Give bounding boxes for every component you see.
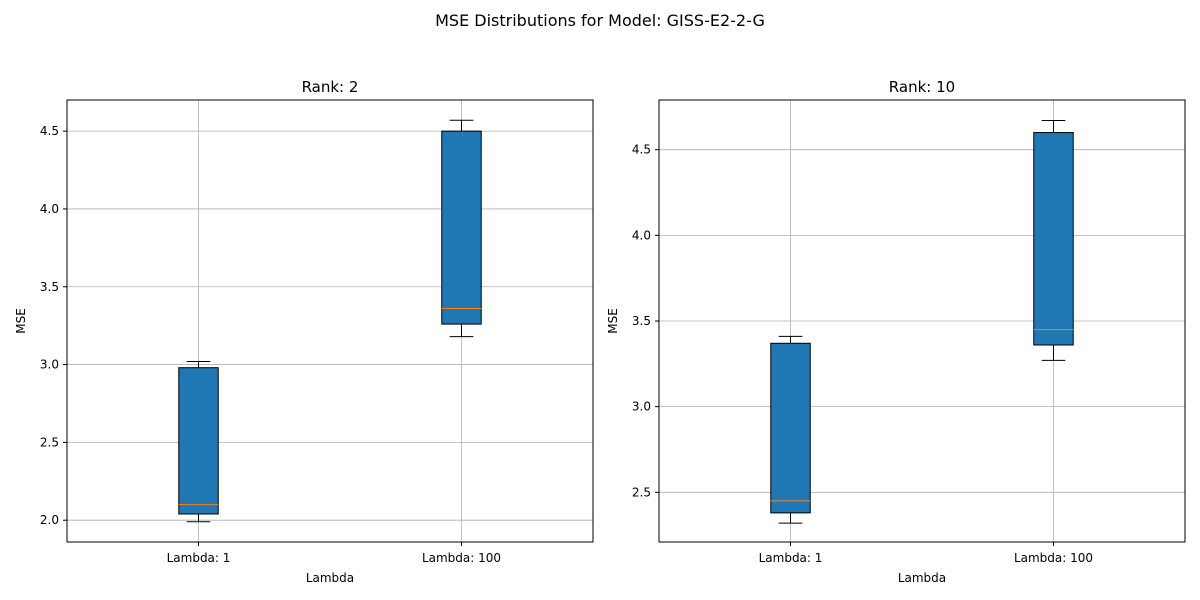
x-tick-label: Lambda: 1 (167, 551, 231, 565)
y-tick-label: 4.5 (40, 124, 59, 138)
y-tick-label: 3.0 (632, 400, 651, 414)
subplot-title: Rank: 10 (889, 78, 955, 96)
subplot-2: 2.5 3.0 3.5 4.0 4.5 Lambda: 1 Lambda: 100 Rank:… (606, 78, 1186, 585)
x-tick-label: Lambda: 100 (422, 551, 501, 565)
y-tick-label: 2.0 (40, 513, 59, 527)
axes-frame (66, 99, 594, 543)
y-axis-label: MSE (14, 308, 28, 334)
subplot-1: 2.0 2.5 3.0 3.5 4.0 4.5 Lambda: 1 Lambda: 100 Ra… (14, 78, 594, 585)
x-axis-label: Lambda (306, 571, 354, 585)
figure-suptitle: MSE Distributions for Model: GISS-E2-2-G (435, 11, 765, 30)
subplots: 2.0 2.5 3.0 3.5 4.0 4.5 Lambda: 1 Lambda: 100 Ra… (14, 78, 1186, 585)
y-tick-label: 2.5 (40, 435, 59, 449)
y-tick-label: 3.0 (40, 358, 59, 372)
y-tick-label: 3.5 (632, 314, 651, 328)
subplot-title: Rank: 2 (302, 78, 359, 96)
x-tick-label: Lambda: 100 (1014, 551, 1093, 565)
box-1 (178, 360, 219, 523)
box-2 (441, 119, 482, 338)
box-iqr (770, 342, 811, 514)
y-tick-label: 2.5 (632, 485, 651, 499)
y-tick-label: 3.5 (40, 280, 59, 294)
box-1 (770, 335, 811, 524)
y-tick-label: 4.0 (40, 202, 59, 216)
x-axis-label: Lambda (898, 571, 946, 585)
box-iqr (178, 367, 219, 515)
box-iqr (1033, 132, 1074, 346)
box-iqr (441, 130, 482, 325)
y-tick-label: 4.5 (632, 143, 651, 157)
box-2 (1033, 120, 1074, 361)
x-tick-label: Lambda: 1 (759, 551, 823, 565)
y-tick-label: 4.0 (632, 228, 651, 242)
y-axis-label: MSE (606, 308, 620, 334)
